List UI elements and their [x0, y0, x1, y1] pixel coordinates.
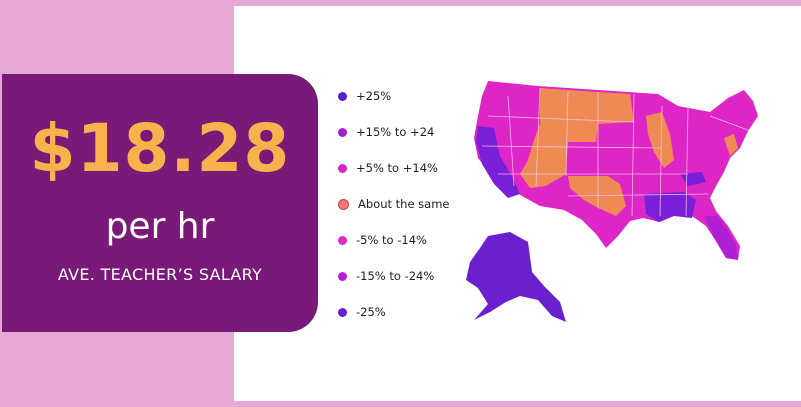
legend-item: -25%: [338, 294, 450, 330]
legend-label: About the same: [358, 197, 450, 211]
purple-california-region: [476, 126, 520, 198]
salary-value: $18.28: [29, 110, 291, 187]
legend-item: -15% to -24%: [338, 258, 450, 294]
legend-dot-icon: [338, 198, 349, 210]
legend-dot-icon: [338, 91, 347, 101]
legend-label: -25%: [356, 305, 386, 319]
legend-dot-icon: [338, 235, 347, 245]
violet-florida-region: [704, 216, 738, 260]
orange-northeast-region: [724, 134, 738, 156]
orange-midwest-region: [646, 112, 674, 168]
us-salary-map: [466, 81, 758, 322]
salary-unit: per hr: [105, 206, 215, 247]
legend-dot-icon: [338, 307, 347, 317]
salary-caption: AVE. TEACHER’S SALARY: [57, 265, 263, 284]
state-borders: [481, 87, 749, 217]
legend-dot-icon: [338, 127, 347, 137]
map-legend: +25% +15% to +24 +5% to +14% About the s…: [338, 78, 450, 330]
legend-label: +25%: [356, 89, 392, 103]
legend-item: About the same: [338, 186, 450, 222]
legend-item: -5% to -14%: [338, 222, 450, 258]
legend-label: +5% to +14%: [356, 161, 438, 175]
purple-southeast-region: [644, 192, 696, 222]
orange-mountain-region: [520, 88, 634, 188]
alaska-shape: [466, 232, 566, 322]
legend-label: +15% to +24: [356, 125, 435, 139]
legend-label: -5% to -14%: [356, 233, 427, 247]
legend-dot-icon: [338, 271, 347, 281]
legend-item: +5% to +14%: [338, 150, 450, 186]
legend-dot-icon: [338, 163, 347, 173]
orange-texas-region: [568, 176, 626, 216]
salary-callout: $18.28 per hr AVE. TEACHER’S SALARY: [2, 74, 318, 332]
legend-item: +25%: [338, 78, 450, 114]
legend-label: -15% to -24%: [356, 269, 435, 283]
legend-item: +15% to +24: [338, 114, 450, 150]
